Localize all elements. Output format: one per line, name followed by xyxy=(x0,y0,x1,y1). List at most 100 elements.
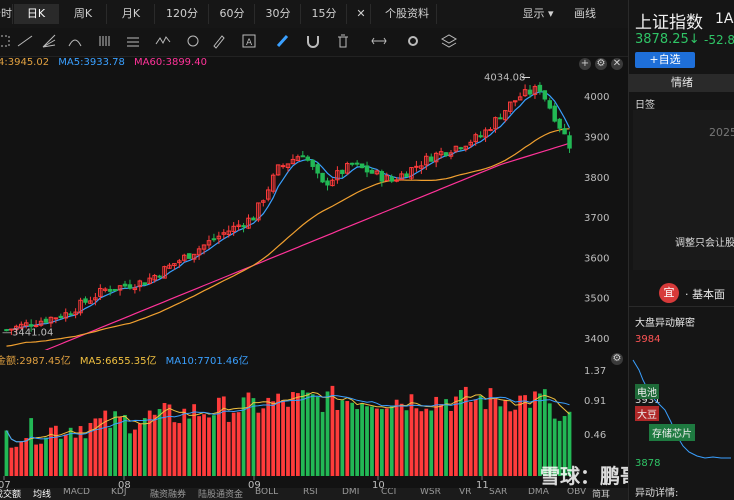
rect-select-icon[interactable] xyxy=(0,32,14,52)
period-tab-6[interactable]: 30分 xyxy=(256,4,301,24)
candle-body xyxy=(88,300,93,304)
candle-body xyxy=(517,96,523,101)
candle-body xyxy=(364,165,370,173)
volume-bar xyxy=(118,416,122,476)
high-annotation: 4034.08 xyxy=(484,72,525,83)
candle-body xyxy=(216,235,222,240)
volume-bar xyxy=(458,390,463,476)
volume-bar xyxy=(547,403,552,476)
indicator-tab-1[interactable]: 均线 xyxy=(33,490,52,500)
volume-bar xyxy=(83,438,88,476)
indicator-tab-6[interactable]: BOLL xyxy=(255,488,279,497)
arc-tool-icon[interactable] xyxy=(66,32,86,52)
gear-icon[interactable] xyxy=(404,32,424,52)
indicator-tab-5[interactable]: 陆股通资金 xyxy=(198,490,244,500)
indicator-tab-12[interactable]: SAR xyxy=(489,488,508,497)
line-tool-icon[interactable] xyxy=(16,32,36,52)
close-tab-icon[interactable]: ✕ xyxy=(352,4,371,24)
candle-body xyxy=(43,318,49,323)
period-tab-8[interactable]: 个股资料 xyxy=(378,4,437,24)
tag-battery[interactable]: 电池 xyxy=(635,384,659,399)
expand-icon[interactable] xyxy=(370,32,390,52)
volume-bar xyxy=(128,433,132,476)
low-annotation: —3441.04 xyxy=(2,327,53,338)
volume-bar xyxy=(113,411,118,476)
wave-tool-icon[interactable] xyxy=(154,32,174,52)
indicator-tab-7[interactable]: RSI xyxy=(303,488,318,497)
candle-body xyxy=(201,244,207,250)
candle-body xyxy=(394,179,399,182)
fundamentals-link[interactable]: · 基本面 xyxy=(685,288,725,301)
volume-bar xyxy=(236,412,241,476)
indicator-tab-0[interactable]: 成交额 xyxy=(0,490,22,500)
volume-chart[interactable]: 1.37 0.91 0.46 07 08 09 10 11 xyxy=(0,366,628,488)
candle-body xyxy=(211,238,217,241)
volume-bar xyxy=(562,416,567,476)
fan-tool-icon[interactable] xyxy=(40,32,60,52)
layers-icon[interactable] xyxy=(440,32,460,52)
volume-bar xyxy=(93,418,98,476)
candle-body xyxy=(493,117,498,130)
volume-bar xyxy=(449,410,453,476)
volume-ma10-line xyxy=(6,394,570,443)
volume-settings-button[interactable]: ⚙ xyxy=(611,353,623,365)
indicator-tab-4[interactable]: 融资融券 xyxy=(150,490,187,500)
ma-prefix-value: 4:3945.02 xyxy=(0,57,50,68)
period-tab-7[interactable]: 15分 xyxy=(302,4,347,24)
period-tab-1[interactable]: 日K xyxy=(14,4,59,24)
indicator-tab-9[interactable]: CCI xyxy=(381,488,397,497)
indicator-tab-10[interactable]: WSR xyxy=(420,488,441,497)
candle-body xyxy=(28,324,34,327)
tag-storage-chip[interactable]: 存储芯片 xyxy=(649,424,695,441)
period-tab-5[interactable]: 60分 xyxy=(210,4,255,24)
volume-bar xyxy=(528,407,532,476)
volume-bar xyxy=(518,395,523,476)
period-tab-3[interactable]: 月K xyxy=(108,4,155,24)
main-chart-close-button[interactable]: ✕ xyxy=(611,58,623,70)
bars-tool-icon[interactable] xyxy=(96,32,116,52)
follow-button[interactable]: +自选 xyxy=(635,52,695,68)
candle-body xyxy=(73,311,78,316)
sentiment-tab[interactable]: 情绪 xyxy=(629,74,734,92)
volume-bar xyxy=(399,403,404,476)
trash-icon[interactable] xyxy=(334,32,354,52)
draw-line-button[interactable]: 画线 xyxy=(574,7,596,20)
main-chart-settings-button[interactable]: ⚙ xyxy=(595,58,607,70)
indicator-tab-3[interactable]: KDJ xyxy=(111,488,127,497)
indicator-more-button[interactable]: 简耳 xyxy=(592,490,611,500)
volume-bar xyxy=(533,391,537,476)
volume-bar xyxy=(142,418,147,476)
indicator-tab-13[interactable]: DMA xyxy=(528,488,549,497)
indicator-tab-8[interactable]: DMI xyxy=(342,488,360,497)
display-dropdown[interactable]: 显示 ▾ xyxy=(522,7,554,20)
candle-body xyxy=(78,299,83,314)
period-tab-0[interactable]: 分时 xyxy=(0,4,13,24)
volume-bar xyxy=(389,405,394,476)
indicator-tab-11[interactable]: VR xyxy=(459,488,472,497)
volume-bar xyxy=(172,422,177,476)
candle-body xyxy=(186,253,192,259)
volume-bar xyxy=(310,394,315,476)
volume-bar xyxy=(454,396,458,476)
candle-body xyxy=(38,320,44,326)
indicator-tab-2[interactable]: MACD xyxy=(63,488,90,497)
tag-soybean[interactable]: 大豆 xyxy=(635,406,659,421)
grid-tool-icon[interactable] xyxy=(124,32,144,52)
period-tab-2[interactable]: 周K xyxy=(60,4,107,24)
volume-bar xyxy=(478,395,483,476)
volume-bar xyxy=(68,427,73,476)
pen-tool-icon[interactable] xyxy=(210,32,230,52)
candle-body xyxy=(305,156,310,161)
candlestick-chart[interactable]: 4000 3900 3800 3700 3600 3500 3400 4034.08 —3441… xyxy=(0,72,628,350)
period-tab-4[interactable]: 120分 xyxy=(156,4,209,24)
highlighter-icon[interactable] xyxy=(274,32,294,52)
volume-tick-label: 0.46 xyxy=(584,430,606,441)
index-code: 1A0 xyxy=(715,11,734,27)
magnet-icon[interactable] xyxy=(304,32,324,52)
main-chart-add-button[interactable]: + xyxy=(579,58,591,70)
cycle-tool-icon[interactable] xyxy=(184,32,204,52)
indicator-tab-14[interactable]: OBV xyxy=(567,488,587,497)
volume-bar xyxy=(340,400,345,476)
candle-body xyxy=(206,240,212,246)
text-tool-icon[interactable]: A xyxy=(240,32,260,52)
